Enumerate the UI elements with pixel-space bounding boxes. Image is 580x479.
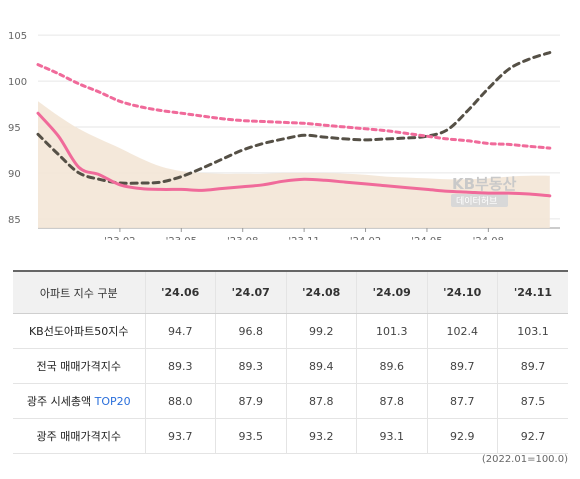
table-cell: 101.3 (356, 313, 427, 349)
base-note: (2022.01=100.0) (481, 454, 568, 465)
y-tick-label: 100 (8, 77, 27, 88)
row-label: 광주 시세총액 TOP20 (13, 383, 145, 419)
watermark-subtext: 데이터허브 (456, 196, 497, 207)
row-label: KB선도아파트50지수 (13, 313, 145, 349)
column-header: '24.10 (426, 270, 498, 314)
table-cell: 92.9 (426, 418, 498, 454)
table-cell: 88.0 (144, 383, 216, 419)
table-cell: 92.7 (497, 418, 568, 454)
table-row: 전국 매매가격지수 89.3 89.3 89.4 89.6 89.7 89.7 (13, 348, 568, 384)
x-tick-label: '24.08 (473, 236, 504, 240)
y-tick-label: 90 (8, 169, 21, 180)
row-label: 전국 매매가격지수 (13, 348, 145, 384)
column-header: '24.09 (356, 270, 427, 314)
column-header: '24.07 (215, 270, 286, 314)
table-cell: 89.7 (497, 348, 568, 384)
x-tick-label: '23.02 (104, 236, 135, 240)
table-cell: 89.3 (144, 348, 216, 384)
table-cell: 89.7 (426, 348, 498, 384)
watermark-badge (451, 194, 508, 207)
table-cell: 87.8 (356, 383, 427, 419)
table-row: KB선도아파트50지수 94.7 96.8 99.2 101.3 102.4 1… (13, 313, 568, 349)
table-cell: 103.1 (497, 313, 568, 349)
watermark: KB부동산 데이터허브 (451, 175, 517, 207)
column-header: '24.11 (497, 270, 568, 314)
table-cell: 93.1 (356, 418, 427, 454)
x-axis: '23.02 '23.05 '23.08 '23.11 '24.02 '24.05 '24.… (104, 228, 504, 240)
series-area-전국-매매가격지수 (38, 101, 550, 228)
x-tick-label: '24.02 (350, 236, 381, 240)
y-tick-label: 85 (8, 215, 21, 226)
y-tick-label: 105 (8, 31, 27, 42)
table-row: 광주 매매가격지수 93.7 93.5 93.2 93.1 92.9 92.7 (13, 418, 568, 454)
index-table: 아파트 지수 구분 '24.06 '24.07 '24.08 '24.09 '2… (13, 270, 568, 454)
row-label-highlight: TOP20 (94, 395, 131, 408)
x-tick-label: '23.05 (166, 236, 197, 240)
table-cell: 87.8 (285, 383, 357, 419)
series-line-광주-매매가격지수 (36, 63, 552, 150)
table-header-label: 아파트 지수 구분 (13, 270, 145, 314)
table-cell: 102.4 (426, 313, 498, 349)
series-line-광주-시세총액-TOP20 (36, 111, 552, 198)
table-row: 광주 시세총액 TOP20 88.0 87.9 87.8 87.8 87.7 8… (13, 383, 568, 419)
x-tick-label: '23.08 (227, 236, 258, 240)
row-label-text: 광주 시세총액 (26, 395, 95, 408)
table-cell: 93.7 (144, 418, 216, 454)
table-cell: 87.9 (215, 383, 286, 419)
chart-area-layer (38, 101, 550, 228)
series-line-KB선도아파트50지수 (36, 51, 552, 185)
table-cell: 96.8 (215, 313, 286, 349)
chart-lines-layer (36, 51, 552, 198)
table-cell: 89.3 (215, 348, 286, 384)
y-tick-label: 95 (8, 123, 21, 134)
x-tick-label: '23.11 (288, 236, 319, 240)
column-header: '24.08 (285, 270, 357, 314)
table-cell: 94.7 (144, 313, 216, 349)
watermark-text: KB부동산 (452, 175, 517, 193)
table-cell: 87.7 (426, 383, 498, 419)
table-cell: 89.4 (285, 348, 357, 384)
table-cell: 89.6 (356, 348, 427, 384)
x-tick-label: '24.05 (411, 236, 442, 240)
y-axis: 85 90 95 100 105 (8, 31, 27, 226)
column-header: '24.06 (144, 270, 216, 314)
table-cell: 93.2 (285, 418, 357, 454)
table-header-row: 아파트 지수 구분 '24.06 '24.07 '24.08 '24.09 '2… (13, 270, 568, 314)
table-cell: 93.5 (215, 418, 286, 454)
row-label: 광주 매매가격지수 (13, 418, 145, 454)
table-cell: 87.5 (497, 383, 568, 419)
table-cell: 99.2 (285, 313, 357, 349)
